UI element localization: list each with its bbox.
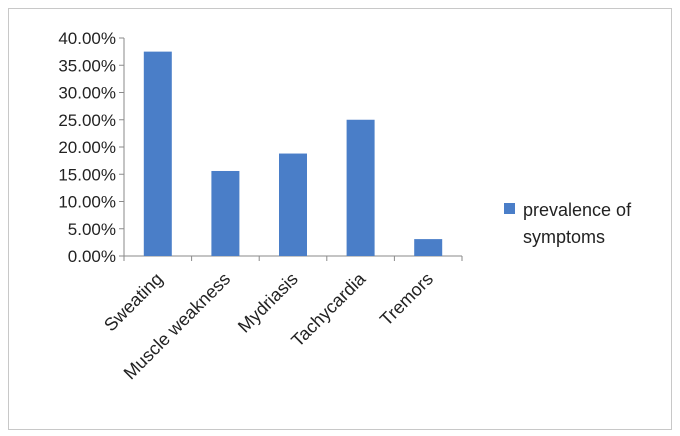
legend-label: symptoms bbox=[523, 227, 605, 247]
x-category-label: Mydriasis bbox=[234, 269, 302, 337]
y-tick-label: 40.00% bbox=[58, 29, 116, 48]
y-tick-label: 15.00% bbox=[58, 165, 116, 184]
y-tick-label: 5.00% bbox=[68, 220, 116, 239]
y-tick-label: 35.00% bbox=[58, 56, 116, 75]
x-category-label: Sweating bbox=[100, 269, 167, 336]
x-category-label: Tachycardia bbox=[287, 268, 370, 351]
y-tick-label: 25.00% bbox=[58, 111, 116, 130]
bar-tachycardia bbox=[346, 119, 375, 256]
bar-tremors bbox=[414, 239, 443, 256]
y-tick-label: 20.00% bbox=[58, 138, 116, 157]
legend-swatch bbox=[504, 203, 515, 214]
y-tick-label: 30.00% bbox=[58, 84, 116, 103]
legend-label: prevalence of bbox=[523, 200, 632, 220]
x-category-label: Tremors bbox=[376, 269, 437, 330]
bar-sweating bbox=[143, 51, 172, 256]
chart-frame bbox=[8, 8, 672, 430]
bar-mydriasis bbox=[279, 153, 307, 256]
y-tick-label: 0.00% bbox=[68, 247, 116, 266]
y-tick-label: 10.00% bbox=[58, 193, 116, 212]
bar-muscle-weakness bbox=[211, 170, 240, 256]
